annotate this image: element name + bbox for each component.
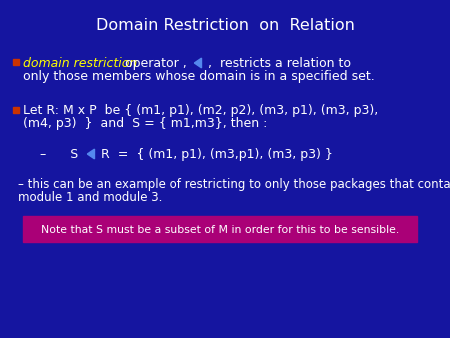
- Text: (m4, p3)  }  and  S = { m1,m3}, then :: (m4, p3) } and S = { m1,m3}, then :: [23, 117, 267, 130]
- Text: R  =  { (m1, p1), (m3,p1), (m3, p3) }: R = { (m1, p1), (m3,p1), (m3, p3) }: [101, 148, 333, 161]
- Text: module 1 and module 3.: module 1 and module 3.: [18, 191, 162, 204]
- FancyBboxPatch shape: [13, 59, 19, 65]
- Text: –      S: – S: [40, 148, 78, 161]
- FancyBboxPatch shape: [13, 107, 19, 113]
- Text: operator ,: operator ,: [121, 57, 187, 70]
- Polygon shape: [87, 149, 94, 159]
- Text: only those members whose domain is in a specified set.: only those members whose domain is in a …: [23, 70, 375, 83]
- Text: – this can be an example of restricting to only those packages that contain: – this can be an example of restricting …: [18, 178, 450, 191]
- Text: Let R: M x P  be { (m1, p1), (m2, p2), (m3, p1), (m3, p3),: Let R: M x P be { (m1, p1), (m2, p2), (m…: [23, 104, 378, 117]
- FancyBboxPatch shape: [23, 216, 417, 242]
- Text: ,  restricts a relation to: , restricts a relation to: [208, 57, 351, 70]
- Text: Domain Restriction  on  Relation: Domain Restriction on Relation: [95, 18, 355, 33]
- Text: Note that S must be a subset of M in order for this to be sensible.: Note that S must be a subset of M in ord…: [41, 225, 399, 235]
- Polygon shape: [194, 58, 202, 68]
- Text: domain restriction: domain restriction: [23, 57, 137, 70]
